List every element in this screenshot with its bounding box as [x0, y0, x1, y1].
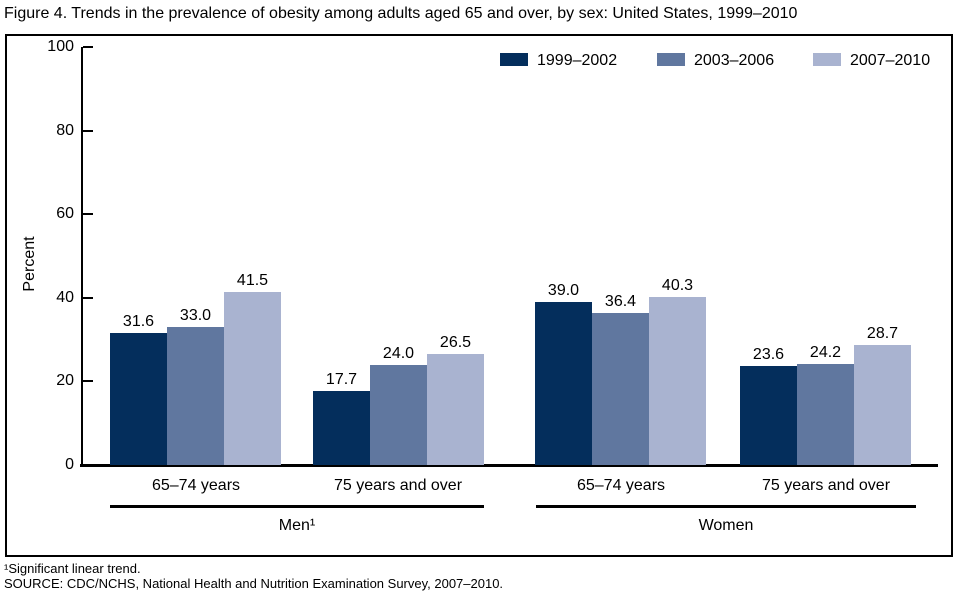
bar-women-75-over-1999-2002: 23.6	[740, 346, 797, 465]
bar-value-label: 40.3	[661, 277, 694, 294]
x-group-label-women-75-over: 75 years and over	[761, 477, 891, 494]
y-tick-label: 60	[56, 205, 74, 222]
bar-value-label: 23.6	[752, 346, 785, 363]
bar-women-65-74-1999-2002: 39.0	[535, 282, 592, 465]
legend-swatch-2007-2010	[813, 53, 841, 66]
bar-women-75-over-2003-2006: 24.2	[797, 344, 854, 465]
sex-divider-line-women	[536, 505, 916, 508]
y-axis-tick	[83, 213, 93, 215]
bar-women-75-over-2007-2010: 28.7	[854, 325, 911, 465]
x-group-label-men-75-over: 75 years and over	[333, 477, 463, 494]
legend-label: 1999–2002	[537, 52, 618, 69]
bar-women-65-74-2003-2006: 36.4	[592, 293, 649, 465]
y-tick-label: 80	[56, 122, 74, 139]
y-tick-label: 100	[47, 38, 74, 55]
y-axis-line	[81, 47, 83, 465]
legend-label: 2003–2006	[694, 52, 775, 69]
bar-value-label: 24.0	[382, 345, 415, 362]
y-tick-label: 40	[56, 289, 74, 306]
bar-men-75-over-1999-2002: 17.7	[313, 371, 370, 465]
sex-label-men: Men¹	[278, 517, 316, 534]
bar-value-label: 36.4	[604, 293, 637, 310]
y-tick-label: 0	[65, 456, 74, 473]
bar-value-label: 24.2	[809, 344, 842, 361]
bar-value-label: 33.0	[179, 307, 212, 324]
bar-value-label: 41.5	[236, 272, 269, 289]
legend-swatch-1999-2002	[500, 53, 528, 66]
bar-value-label: 17.7	[325, 371, 358, 388]
bar-men-75-over-2007-2010: 26.5	[427, 334, 484, 465]
y-tick-label: 20	[56, 372, 74, 389]
bar-men-65-74-2003-2006: 33.0	[167, 307, 224, 465]
footnote-source: SOURCE: CDC/NCHS, National Health and Nu…	[4, 576, 504, 591]
legend-item-2003-2006: 2003–2006	[657, 52, 774, 70]
sex-divider-line-men	[110, 505, 484, 508]
bar-men-65-74-1999-2002: 31.6	[110, 313, 167, 465]
legend-label: 2007–2010	[850, 52, 931, 69]
bar-value-label: 39.0	[547, 282, 580, 299]
bar-women-65-74-2007-2010: 40.3	[649, 277, 706, 465]
y-axis-tick	[83, 46, 93, 48]
y-axis-title: Percent	[21, 236, 38, 292]
legend-item-2007-2010: 2007–2010	[813, 52, 930, 70]
x-group-label-men-65-74: 65–74 years	[151, 477, 241, 494]
bar-value-label: 26.5	[439, 334, 472, 351]
bar-men-65-74-2007-2010: 41.5	[224, 272, 281, 465]
y-axis-tick	[83, 380, 93, 382]
y-axis-tick	[83, 297, 93, 299]
x-axis-line	[80, 464, 938, 467]
x-group-label-women-65-74: 65–74 years	[576, 477, 666, 494]
sex-label-women: Women	[698, 517, 754, 534]
y-axis-tick	[83, 130, 93, 132]
bar-value-label: 28.7	[866, 325, 899, 342]
footnote-trend: ¹Significant linear trend.	[4, 561, 141, 576]
figure-title: Figure 4. Trends in the prevalence of ob…	[4, 5, 798, 22]
legend-item-1999-2002: 1999–2002	[500, 52, 617, 70]
bar-men-75-over-2003-2006: 24.0	[370, 345, 427, 465]
bar-value-label: 31.6	[122, 313, 155, 330]
plot-frame	[5, 34, 953, 557]
legend-swatch-2003-2006	[657, 53, 685, 66]
